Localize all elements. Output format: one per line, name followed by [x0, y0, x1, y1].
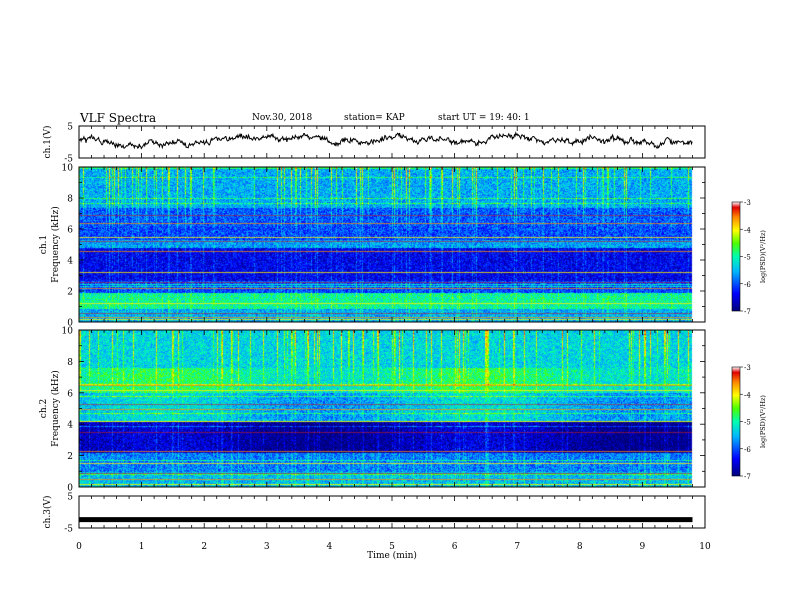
y-tick-label: 2	[67, 452, 73, 462]
y-tick-label: -5	[64, 525, 73, 535]
colorbar-tick-label: -3	[744, 199, 751, 207]
colorbar-tick-label: -7	[744, 473, 751, 481]
colorbar-ch1-label: log(PSD)(V²/Hz)	[759, 230, 767, 283]
colorbar-ch2	[731, 366, 741, 477]
x-tick-label: 10	[699, 542, 711, 552]
x-tick-label: 7	[514, 542, 520, 552]
x-tick-label: 8	[577, 542, 583, 552]
spectrogram-ch2-canvas	[79, 330, 705, 487]
x-tick-label: 3	[264, 542, 270, 552]
figure-title: VLF Spectra	[80, 111, 157, 125]
colorbar-tick-label: -6	[744, 446, 751, 454]
x-tick-label: 4	[327, 542, 333, 552]
y-tick-label: 5	[67, 123, 73, 133]
y-tick-label: 8	[67, 195, 73, 205]
x-tick-label: 6	[452, 542, 458, 552]
y-tick-label: 4	[67, 421, 73, 431]
y-tick-label: 6	[67, 389, 73, 399]
y-tick-label: 0	[67, 484, 73, 494]
colorbar-tick-label: -4	[744, 391, 751, 399]
spectrogram-ch2	[79, 330, 705, 487]
spectrogram-ch2-ylabel: ch.2	[39, 399, 49, 418]
spectrogram-ch2-ylabel2: Frequency (kHz)	[50, 370, 61, 447]
spectrogram-ch1-canvas	[79, 167, 705, 322]
waveform-ch1-trace	[78, 131, 693, 150]
start-ut-label: start UT = 19: 40: 1	[438, 113, 530, 123]
y-tick-label: 8	[67, 358, 73, 368]
x-tick-label: 9	[640, 542, 646, 552]
colorbar-tick-label: -6	[744, 281, 751, 289]
y-tick-label: 2	[67, 288, 73, 298]
colorbar-tick-label: -3	[744, 364, 751, 372]
y-tick-label: 6	[67, 226, 73, 236]
x-tick-label: 2	[201, 542, 207, 552]
colorbar-ch1	[731, 201, 741, 312]
colorbar-tick-label: -5	[744, 254, 751, 262]
x-tick-label: 0	[76, 542, 82, 552]
waveform-ch3-ylabel: ch.3(V)	[42, 496, 53, 529]
station-label: station= KAP	[344, 113, 405, 123]
spectrogram-ch1	[79, 167, 705, 322]
spectrogram-ch1-ylabel2: Frequency (kHz)	[50, 206, 61, 283]
waveform-ch1-ylabel: ch.1(V)	[42, 126, 53, 159]
spectrogram-ch1-ylabel: ch.1	[39, 235, 49, 254]
y-tick-label: 4	[67, 257, 73, 267]
colorbar-tick-label: -7	[744, 308, 751, 316]
y-tick-label: 0	[67, 319, 73, 329]
y-tick-label: 10	[62, 164, 74, 174]
date-label: Nov.30, 2018	[252, 113, 313, 123]
x-axis-label: Time (min)	[367, 550, 417, 561]
colorbar-tick-label: -4	[744, 226, 751, 234]
y-tick-label: -5	[64, 155, 73, 165]
x-tick-label: 5	[389, 542, 395, 552]
colorbar-tick-label: -5	[744, 419, 751, 427]
colorbar-ch2-label: log(PSD)(V²/Hz)	[759, 395, 767, 448]
x-tick-label: 1	[139, 542, 145, 552]
y-tick-label: 10	[62, 327, 74, 337]
y-tick-label: 5	[67, 493, 73, 503]
